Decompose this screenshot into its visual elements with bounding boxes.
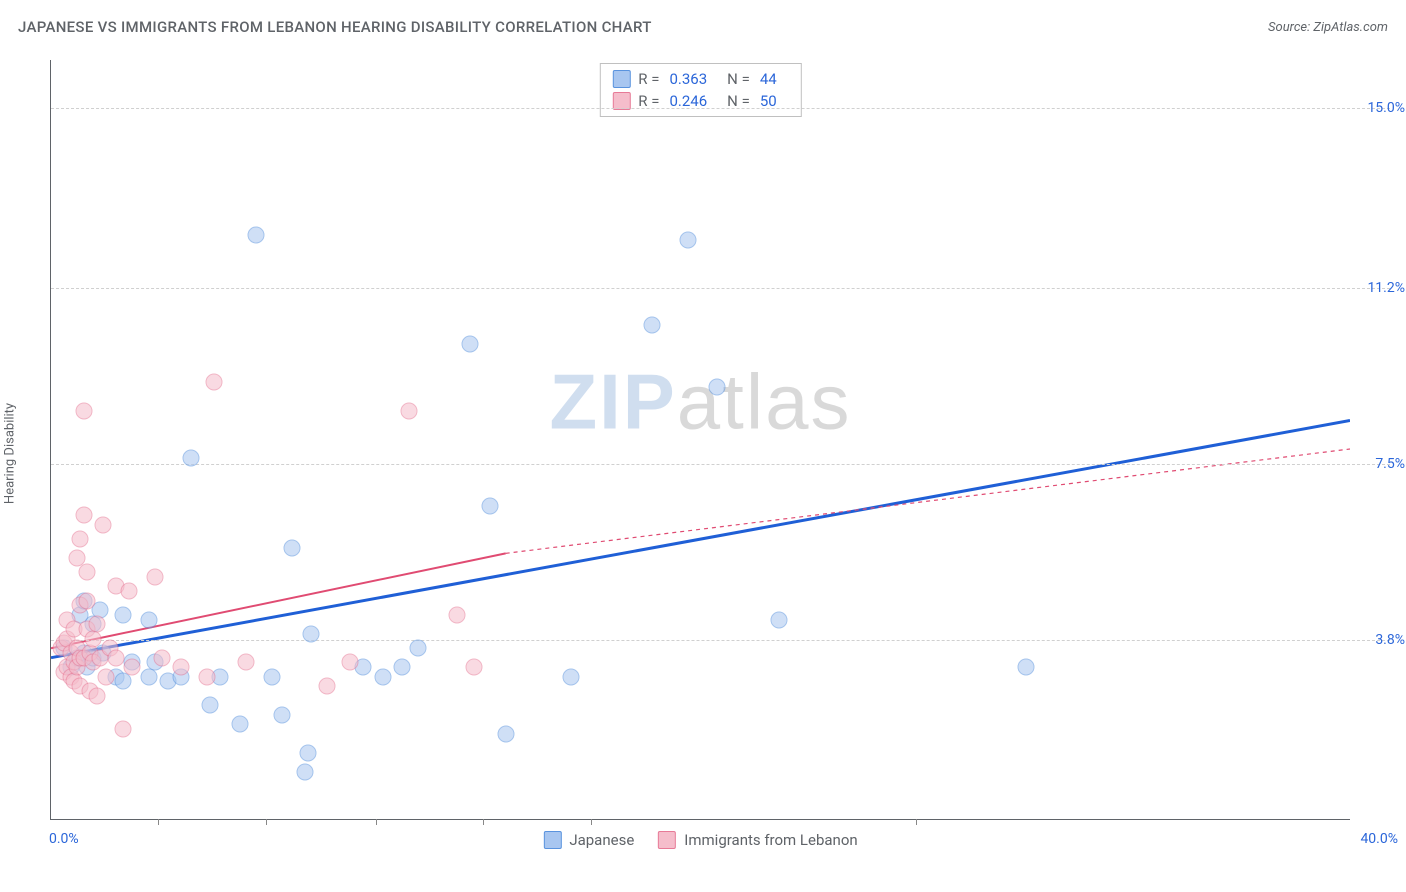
data-point — [199, 668, 216, 685]
data-point — [465, 659, 482, 676]
legend-item-0: Japanese — [543, 831, 634, 849]
n-value: 44 — [760, 70, 777, 88]
stats-row-1: R = 0.246 N = 50 — [612, 90, 788, 112]
data-point — [114, 606, 131, 623]
data-point — [78, 592, 95, 609]
gridline — [51, 464, 1390, 465]
data-point — [563, 668, 580, 685]
r-value: 0.363 — [669, 70, 707, 88]
data-point — [98, 668, 115, 685]
data-point — [238, 654, 255, 671]
stats-legend: R = 0.363 N = 44 R = 0.246 N = 50 — [599, 63, 801, 117]
data-point — [1018, 659, 1035, 676]
data-point — [374, 668, 391, 685]
data-point — [264, 668, 281, 685]
swatch-icon — [543, 831, 561, 849]
xtick — [266, 819, 267, 825]
data-point — [296, 763, 313, 780]
data-point — [771, 611, 788, 628]
legend-item-1: Immigrants from Lebanon — [658, 831, 857, 849]
data-point — [75, 402, 92, 419]
data-point — [173, 659, 190, 676]
data-point — [283, 540, 300, 557]
y-axis-label: Hearing Disability — [3, 403, 18, 504]
data-point — [78, 564, 95, 581]
data-point — [449, 606, 466, 623]
ytick-label: 7.5% — [1355, 456, 1405, 472]
x-max-label: 40.0% — [1360, 831, 1398, 847]
data-point — [88, 687, 105, 704]
gridline — [51, 108, 1390, 109]
data-point — [114, 673, 131, 690]
xtick — [376, 819, 377, 825]
xtick — [591, 819, 592, 825]
data-point — [680, 231, 697, 248]
data-point — [462, 336, 479, 353]
r-prefix: R = — [638, 70, 659, 88]
ytick-label: 11.2% — [1355, 280, 1405, 296]
xtick — [483, 819, 484, 825]
data-point — [124, 659, 141, 676]
data-point — [644, 317, 661, 334]
x-min-label: 0.0% — [49, 831, 79, 847]
data-point — [299, 744, 316, 761]
data-point — [400, 402, 417, 419]
ytick-label: 15.0% — [1355, 100, 1405, 116]
trend-lines — [51, 60, 1350, 819]
n-prefix: N = — [727, 70, 750, 88]
data-point — [709, 378, 726, 395]
bottom-legend: Japanese Immigrants from Lebanon — [543, 831, 857, 849]
data-point — [205, 374, 222, 391]
plot-area: ZIPatlas R = 0.363 N = 44 R = 0.246 N = … — [50, 60, 1350, 820]
data-point — [319, 678, 336, 695]
data-point — [498, 725, 515, 742]
swatch-icon — [658, 831, 676, 849]
watermark-atlas: atlas — [677, 357, 852, 445]
stats-row-0: R = 0.363 N = 44 — [612, 68, 788, 90]
swatch-icon — [612, 70, 630, 88]
gridline — [51, 288, 1390, 289]
watermark: ZIPatlas — [549, 356, 851, 447]
data-point — [394, 659, 411, 676]
chart-title: JAPANESE VS IMMIGRANTS FROM LEBANON HEAR… — [18, 18, 652, 36]
data-point — [85, 630, 102, 647]
gridline — [51, 640, 1390, 641]
data-point — [342, 654, 359, 671]
data-point — [75, 507, 92, 524]
data-point — [114, 720, 131, 737]
data-point — [121, 583, 138, 600]
data-point — [147, 568, 164, 585]
legend-label: Immigrants from Lebanon — [684, 831, 857, 849]
data-point — [108, 649, 125, 666]
data-point — [95, 516, 112, 533]
data-point — [303, 625, 320, 642]
data-point — [153, 649, 170, 666]
data-point — [481, 497, 498, 514]
legend-label: Japanese — [569, 831, 634, 849]
data-point — [140, 611, 157, 628]
xtick — [158, 819, 159, 825]
ytick-label: 3.8% — [1355, 632, 1405, 648]
data-point — [88, 616, 105, 633]
watermark-zip: ZIP — [549, 357, 676, 445]
source-label: Source: ZipAtlas.com — [1268, 20, 1388, 35]
data-point — [231, 716, 248, 733]
data-point — [410, 640, 427, 657]
data-point — [202, 697, 219, 714]
xtick — [916, 819, 917, 825]
data-point — [247, 226, 264, 243]
data-point — [72, 530, 89, 547]
data-point — [182, 450, 199, 467]
data-point — [273, 706, 290, 723]
